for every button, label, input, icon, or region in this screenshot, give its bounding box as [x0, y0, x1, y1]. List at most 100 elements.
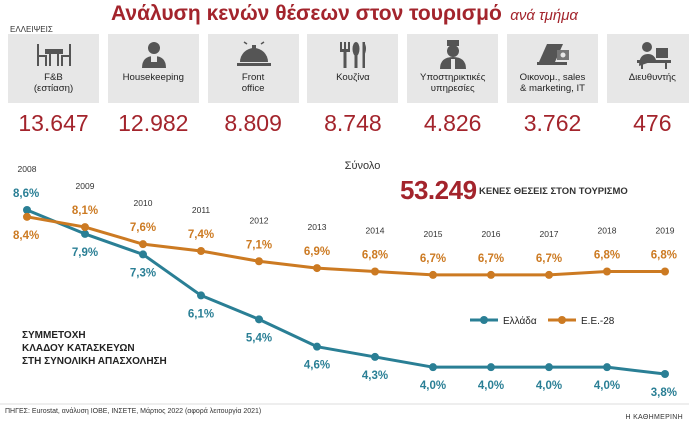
legend-swatch-dot: [480, 316, 488, 324]
legend-swatch-dot: [558, 316, 566, 324]
service-bell-icon: [208, 36, 299, 74]
year-label: 2015: [424, 229, 443, 239]
department-label-line: Κουζίνα: [336, 72, 370, 83]
department-label: F&B (εστίαση): [8, 72, 99, 100]
department-card: Οικονομ., sales & marketing, IT 3.762: [507, 34, 598, 143]
year-label: 2018: [598, 226, 617, 236]
department-label-line: Υποστηρικτικές: [420, 72, 486, 83]
eu-data-label: 7,4%: [188, 229, 214, 241]
greece-point: [139, 250, 147, 259]
greece-series-line: [26, 208, 666, 376]
department-value: 12.982: [107, 103, 199, 143]
department-card: Κουζίνα 8.748: [307, 34, 399, 143]
eu-point: [313, 264, 321, 273]
year-label: 2017: [540, 229, 559, 239]
eu-data-label: 8,1%: [72, 205, 98, 217]
department-value: 8.748: [307, 103, 399, 143]
department-label-line: Διευθυντής: [628, 72, 676, 83]
year-label: 2012: [250, 215, 269, 225]
department-label-line: F&B: [44, 72, 63, 83]
credit-text: Η ΚΑΘΗΜΕΡΙΝΗ: [625, 414, 683, 421]
department-card: Front office 8.809: [207, 34, 299, 143]
greece-data-label: 7,9%: [72, 247, 98, 259]
department-label-line: Front: [241, 72, 265, 83]
department-label-line: Housekeeping: [122, 72, 184, 83]
eu-data-label: 6,7%: [420, 253, 446, 265]
department-label: Υποστηρικτικές υπηρεσίες: [407, 72, 498, 100]
eu-point: [255, 257, 263, 266]
department-label: Διευθυντής: [607, 72, 689, 100]
department-card: Housekeeping 12.982: [107, 34, 199, 143]
eu-data-label: 6,7%: [478, 253, 504, 265]
year-label: 2013: [308, 222, 327, 232]
eu-series-line: [26, 215, 665, 277]
title-main: Ανάλυση κενών θέσεων στον τουρισμό: [111, 2, 502, 25]
year-label: 2008: [18, 164, 37, 174]
department-label: Front office: [208, 72, 299, 100]
chart-title: Ανάλυση κενών θέσεων στον τουρισμό ανά τ…: [0, 2, 689, 26]
bellboy-icon: [407, 36, 498, 74]
greece-data-label: 7,3%: [130, 267, 156, 279]
note-text-line: ΚΛΑΔΟΥ ΚΑΤΑΣΚΕΥΩΝ: [22, 343, 135, 354]
eu-point: [429, 270, 437, 279]
greece-point: [197, 291, 205, 300]
department-label-line: & marketing, IT: [519, 83, 586, 94]
department-card: F&B (εστίαση) 13.647: [8, 34, 99, 143]
greece-data-label: 8,6%: [13, 188, 39, 200]
eu-point: [81, 223, 89, 232]
manager-desk-icon: [607, 36, 689, 74]
legend-label: Ε.Ε.-28: [581, 316, 615, 327]
total-description: ΚΕΝΕΣ ΘΕΣΕΙΣ ΣΤΟΝ ΤΟΥΡΙΣΜΟ: [479, 186, 628, 197]
department-value: 4.826: [407, 103, 499, 143]
eu-point: [23, 212, 31, 221]
department-label-line: office: [241, 83, 265, 94]
greece-point: [81, 229, 89, 238]
department-value: 476: [606, 103, 689, 143]
eu-point: [197, 247, 205, 255]
greece-data-label: 6,1%: [188, 308, 214, 320]
note-text-line: ΣΥΜΜΕΤΟΧΗ: [22, 330, 86, 341]
title-sub: ανά τμήμα: [510, 7, 578, 24]
greece-data-label: 4,0%: [594, 380, 620, 392]
department-value: 8.809: [207, 103, 299, 143]
greece-data-label: 4,0%: [420, 380, 446, 392]
total-value: 53.249: [400, 175, 477, 205]
eu-data-label: 7,1%: [246, 239, 272, 251]
eu-data-label: 6,8%: [362, 250, 388, 262]
cutlery-icon: [307, 36, 398, 74]
eu-point: [371, 267, 379, 276]
year-label: 2014: [366, 226, 385, 236]
eu-point: [603, 267, 611, 276]
greece-data-label: 4,0%: [478, 380, 504, 392]
department-value: 13.647: [8, 103, 99, 143]
sources-text: ΠΗΓΕΣ: Eurostat, ανάλυση ΙΟΒΕ, ΙΝΣΕΤΕ, Μ…: [5, 408, 262, 415]
department-label-line: υπηρεσίες: [430, 83, 475, 94]
greece-point: [545, 363, 553, 372]
note-line: ΣΥΜΜΕΤΟΧΗ ΚΛΑΔΟΥ ΚΑΤΑΣΚΕΥΩΝ ΣΤΗ ΣΥΝΟΛΙΚΗ Α…: [22, 329, 167, 368]
eu-data-label: 6,8%: [594, 250, 620, 262]
year-label: 2010: [134, 198, 153, 208]
chart-note: ΣΥΜΜΕΤΟΧΗ ΚΛΑΔΟΥ ΚΑΤΑΣΚΕΥΩΝ ΣΤΗ ΣΥΝΟΛΙΚΗ Α…: [22, 329, 167, 368]
legend-label: Ελλάδα: [503, 315, 537, 327]
department-label: Οικονομ., sales & marketing, IT: [507, 72, 598, 100]
eu-data-label: 7,6%: [130, 222, 156, 234]
eu-point: [139, 240, 147, 249]
greece-point: [255, 315, 263, 324]
greece-data-label: 5,4%: [246, 332, 272, 344]
year-label: 2016: [482, 229, 501, 239]
eu-point: [545, 270, 553, 279]
greece-point: [23, 206, 31, 214]
eu-data-label: 8,4%: [13, 230, 39, 242]
housekeeper-icon: [108, 36, 199, 74]
department-label: Κουζίνα: [307, 72, 398, 100]
greece-point: [313, 342, 321, 351]
greece-data-label: 3,8%: [651, 387, 677, 399]
department-card: Υποστηρικτικές υπηρεσίες 4.826: [407, 34, 499, 143]
greece-data-label: 4,3%: [362, 370, 388, 382]
greece-point: [661, 370, 669, 378]
greece-point: [429, 363, 437, 372]
dining-table-icon: [8, 36, 99, 74]
money-laptop-icon: [507, 36, 598, 74]
department-label: Housekeeping: [108, 72, 199, 100]
